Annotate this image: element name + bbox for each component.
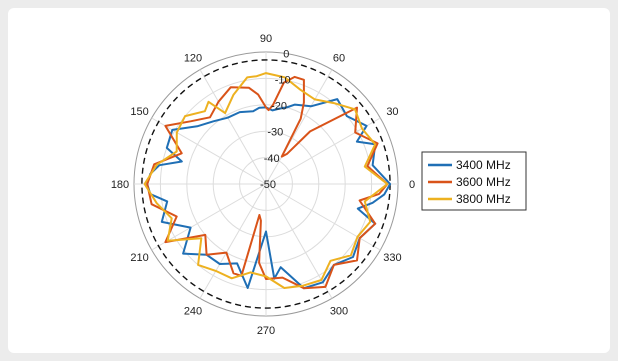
radial-tick-label: 0 <box>283 48 289 60</box>
radial-tick-labels: 0 -10 -20 -30 -40 -50 <box>260 48 291 191</box>
grid-spoke <box>199 183 267 299</box>
grid-spoke <box>265 183 381 251</box>
angle-tick-label: 210 <box>130 252 148 264</box>
legend: 3400 MHz 3600 MHz 3800 MHz <box>421 151 527 211</box>
grid-spoke <box>265 69 333 185</box>
grid-spoke <box>199 69 267 185</box>
angle-tick-label: 90 <box>260 33 272 45</box>
radial-tick-label: -50 <box>260 179 276 191</box>
grid-spoke <box>265 183 333 299</box>
angle-tick-label: 30 <box>386 106 398 118</box>
angle-tick-label: 300 <box>330 305 348 317</box>
angle-tick-label: 150 <box>130 106 148 118</box>
series-line-3800-mhz <box>143 72 389 289</box>
grid-spoke <box>151 183 267 251</box>
radial-tick-label: -30 <box>267 127 283 139</box>
angle-tick-label: 270 <box>257 325 275 337</box>
radial-tick-label: -20 <box>271 101 287 113</box>
angle-tick-label: 120 <box>184 53 202 65</box>
angle-tick-label: 330 <box>383 252 401 264</box>
grid-spoke <box>151 117 267 185</box>
legend-entry: 3400 MHz <box>456 158 511 172</box>
angle-tick-label: 0 <box>409 179 415 191</box>
angle-tick-label: 180 <box>111 179 129 191</box>
series-lines <box>143 72 392 290</box>
series-line-3600-mhz <box>146 75 389 290</box>
angle-tick-label: 240 <box>184 305 202 317</box>
angle-tick-labels: 0 30 60 90 120 150 180 210 240 270 300 330 <box>111 33 415 337</box>
radial-tick-label: -10 <box>275 74 291 86</box>
legend-entry: 3600 MHz <box>456 175 511 189</box>
legend-entry: 3800 MHz <box>456 192 511 206</box>
radial-tick-label: -40 <box>264 153 280 165</box>
angle-tick-label: 60 <box>333 53 345 65</box>
